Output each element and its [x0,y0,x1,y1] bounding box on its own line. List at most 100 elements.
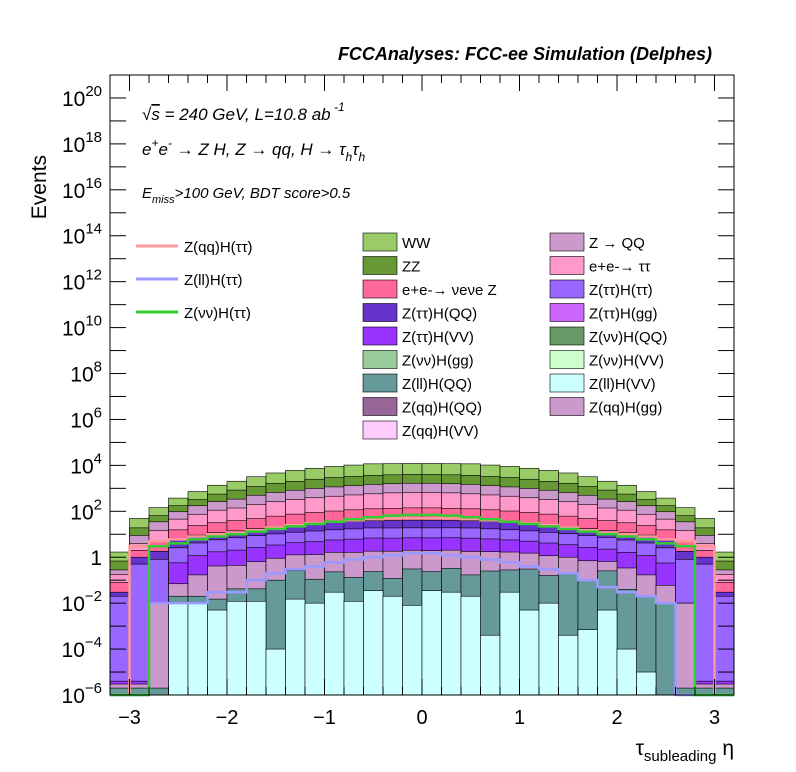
x-tick-label: 2 [611,707,622,729]
histogram-bar [499,591,520,696]
stack-legend-swatch [549,256,585,275]
y-tick-label: 1016 [62,175,102,203]
histogram-bar [343,601,364,696]
stack-legend-swatch [362,373,398,393]
y-tick-label: 102 [70,496,102,524]
stack-legend-swatch [549,279,585,299]
chart-title: FCCAnalyses: FCC-ee Simulation (Delphes) [338,44,712,64]
histogram-bar [675,602,696,696]
x-axis-label: τsubleading η [636,737,734,765]
stack-legend-swatch [549,373,585,393]
histogram-bar [226,601,247,696]
stack-legend-label: Z(ττ)H(QQ) [402,306,477,323]
line-legend-label: Z(νν)H(ττ) [184,305,251,322]
annotation-selection: Emiss>100 GeV, BDT score>0.5 [142,185,351,206]
histogram-bar [460,595,481,696]
stacked-histogram [109,463,735,696]
signal-lines [110,513,734,697]
signal-line [110,516,734,697]
histogram-bar [187,602,208,696]
y-tick-label: 10−4 [62,634,102,662]
histogram-bar [148,687,169,696]
histogram-bar [616,648,637,696]
y-tick-label: 1 [90,547,102,570]
stack-legend-swatch [362,279,398,299]
stack-legend-swatch [362,420,398,440]
histogram-bar [421,590,442,696]
stack-legend-label: Z(ll)H(VV) [589,376,656,393]
histogram-bar [402,605,423,696]
y-tick-label: 10−6 [62,680,102,708]
y-tick-label: 10−2 [62,588,102,616]
stack-legend-swatch [362,232,398,252]
stack-legend-label: Z(ττ)H(ττ) [589,282,653,299]
stack-legend-label: Z(νν)H(QQ) [589,329,667,346]
y-tick-label: 1010 [62,313,102,341]
stack-legend-label: Z(qq)H(VV) [402,423,479,440]
x-axis: −3 −2 −1 0 1 2 3 [109,75,735,729]
stack-legend-label: Z(ττ)H(VV) [402,329,474,346]
x-tick-label: −1 [313,707,336,729]
histogram-bar [636,671,657,696]
signal-line [110,551,734,697]
x-tick-label: 1 [514,707,525,729]
y-tick-label: 1014 [62,221,102,249]
y-tick-label: 1020 [62,83,102,111]
histogram-bar [285,598,306,696]
histogram-bar [304,602,325,696]
histogram-bar [538,602,559,696]
histogram-bar [168,602,189,696]
x-tick-label: −3 [118,707,141,729]
stack-legend-label: Z(qq)H(gg) [589,400,662,417]
stack-legend-swatch [362,397,398,416]
histogram-bar [363,590,384,696]
stack-legend-label: Z(ττ)H(gg) [589,306,658,323]
histogram-bar [109,595,130,696]
histogram-bar [324,591,345,696]
histogram-bar [714,595,735,696]
stack-legend-swatch [549,397,585,416]
stack-legend-swatch [549,232,585,252]
line-legend-label: Z(ll)H(ττ) [184,272,243,289]
y-axis-label: Events [28,155,51,219]
stack-legend-label: e+e-→ νeνe Z [402,282,497,299]
x-tick-label: −2 [216,707,239,729]
stack-legend-label: Z(νν)H(gg) [402,353,474,370]
histogram-bar [558,634,579,696]
stack-legend-label: Z → QQ [589,235,645,252]
histogram-bar [207,609,228,696]
signal-line [110,513,734,697]
x-tick-label: 0 [416,707,427,729]
y-tick-label: 1018 [62,129,102,157]
histogram-bar [694,563,715,696]
histogram-bar [597,609,618,696]
x-tick-label: 3 [709,707,720,729]
stack-legend-label: Z(ll)H(QQ) [402,376,472,393]
histogram-bar [129,563,150,696]
histogram-bar [265,648,286,696]
histogram-bar [382,595,403,696]
histogram-bar [246,601,267,696]
stack-legend-label: WW [402,235,431,252]
stack-legend-swatch [549,303,585,322]
y-axis: 10−6 10−4 10−2 1 102 104 106 108 1010 1012 1014 101… [62,74,734,708]
stack-legend: WW Z → QQ ZZ e+e-→ ττ e+e-→ νeνe Z Z(ττ)H(ττ)… [362,232,667,440]
line-legend: Z(qq)H(ττ) Z(ll)H(ττ) Z(νν)H(ττ) [136,239,253,322]
stack-legend-label: e+e-→ ττ [589,259,651,276]
stack-legend-swatch [362,350,398,369]
stack-legend-swatch [362,326,398,346]
histogram-bar [148,602,169,696]
stack-legend-swatch [549,326,585,346]
histogram-bar [655,602,676,696]
stack-legend-label: Z(qq)H(QQ) [402,400,482,417]
stack-legend-swatch [549,350,585,369]
histogram-bar [480,634,501,696]
y-tick-label: 108 [70,359,102,387]
stack-legend-swatch [362,303,398,322]
histogram-bar [441,591,462,696]
stack-legend-label: Z(νν)H(VV) [589,353,664,370]
y-tick-label: 106 [70,404,102,432]
y-tick-label: 104 [70,450,102,478]
y-tick-label: 1012 [62,267,102,295]
